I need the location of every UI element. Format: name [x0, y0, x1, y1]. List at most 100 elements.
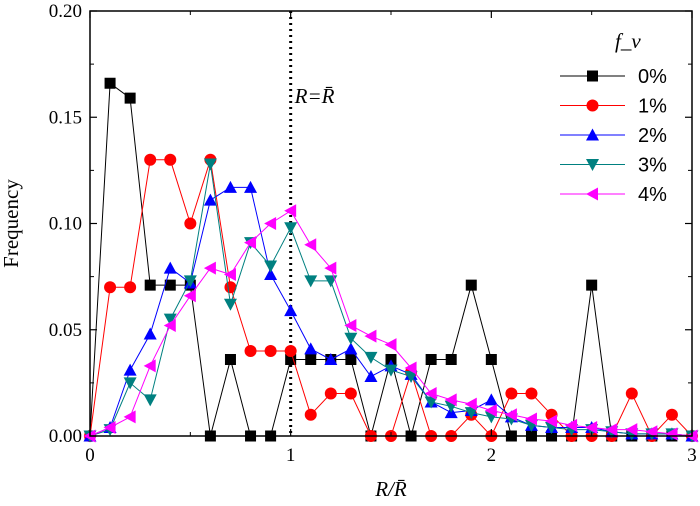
- y-tick-label: 0.15: [49, 107, 82, 128]
- data-point: [585, 421, 598, 434]
- data-point: [364, 370, 378, 382]
- x-tick-label: 3: [687, 445, 697, 466]
- x-tick-label: 1: [286, 445, 296, 466]
- data-point: [665, 408, 678, 421]
- data-point: [183, 289, 196, 303]
- data-point: [264, 217, 277, 230]
- data-point: [223, 298, 237, 311]
- data-point: [104, 281, 117, 294]
- data-point: [424, 396, 438, 409]
- series-line-2: [89, 186, 693, 437]
- series-0: [84, 77, 698, 442]
- data-point: [284, 204, 297, 218]
- data-point: [504, 408, 517, 422]
- legend-title: f_v: [615, 29, 641, 53]
- y-tick-label: 0.05: [49, 320, 82, 341]
- data-point: [384, 338, 397, 352]
- data-point: [123, 410, 136, 424]
- data-point: [364, 329, 377, 343]
- y-tick-label: 0.20: [49, 1, 82, 22]
- legend-label: 3%: [638, 155, 667, 177]
- data-point: [465, 279, 477, 291]
- series-line-0: [89, 82, 692, 438]
- data-point: [344, 387, 357, 400]
- data-point: [424, 387, 437, 400]
- data-point: [304, 238, 317, 252]
- legend-label: 4%: [638, 184, 667, 206]
- data-point: [524, 412, 537, 426]
- data-point: [525, 387, 538, 400]
- data-point: [123, 377, 137, 390]
- data-point: [164, 279, 176, 291]
- data-point: [586, 279, 598, 291]
- data-point: [163, 313, 177, 326]
- data-point: [505, 387, 518, 400]
- data-point: [203, 261, 216, 275]
- reference-line-label: R=R̄: [294, 84, 335, 108]
- data-point: [304, 275, 318, 288]
- x-axis-title: R/R̄: [374, 477, 407, 501]
- data-point: [464, 397, 477, 411]
- data-point: [244, 345, 257, 357]
- data-point: [264, 260, 278, 273]
- series-layer: [83, 77, 699, 443]
- data-point: [183, 275, 197, 288]
- data-point: [324, 353, 338, 365]
- data-point: [324, 387, 337, 400]
- data-point: [625, 387, 638, 400]
- data-point: [104, 77, 116, 89]
- data-point: [485, 354, 497, 365]
- data-point: [304, 342, 318, 355]
- x-tick-label: 2: [487, 445, 497, 466]
- legend-label: 2%: [638, 125, 667, 147]
- legend-label: 0%: [638, 66, 667, 88]
- data-point: [223, 268, 236, 281]
- series-4: [83, 204, 698, 443]
- series-line-4: [89, 210, 693, 437]
- data-point: [144, 153, 157, 166]
- legend-label: 1%: [638, 96, 667, 118]
- legend-marker: [587, 70, 598, 82]
- x-tick-label: 0: [85, 445, 95, 466]
- data-point: [384, 364, 398, 377]
- data-point: [143, 394, 157, 407]
- data-point: [244, 180, 258, 193]
- data-point: [364, 351, 378, 364]
- data-point: [545, 414, 558, 428]
- data-point: [284, 304, 298, 317]
- data-point: [264, 268, 278, 280]
- series-1: [84, 153, 698, 442]
- data-point: [444, 393, 457, 407]
- data-point: [144, 279, 156, 291]
- y-axis-title: Frequency: [0, 179, 23, 268]
- data-point: [203, 158, 217, 171]
- data-point: [344, 342, 358, 355]
- legend-marker: [586, 187, 598, 201]
- series-2: [83, 180, 699, 442]
- data-point: [223, 180, 237, 193]
- data-point: [345, 354, 357, 365]
- data-point: [344, 332, 358, 345]
- data-point: [484, 393, 498, 406]
- data-point: [103, 421, 116, 434]
- legend-marker: [586, 128, 599, 141]
- legend-marker: [586, 99, 599, 112]
- data-point: [565, 418, 578, 432]
- data-point: [284, 345, 297, 357]
- data-point: [425, 354, 437, 365]
- data-point: [464, 407, 478, 420]
- data-point: [404, 371, 418, 383]
- data-point: [304, 408, 317, 421]
- data-point: [143, 327, 157, 340]
- data-point: [605, 423, 618, 437]
- data-point: [123, 363, 137, 376]
- data-point: [143, 359, 156, 373]
- reference-layer: R=R̄: [289, 11, 335, 436]
- data-point: [445, 354, 457, 365]
- data-point: [665, 427, 678, 441]
- series-line-3: [89, 163, 693, 437]
- series-3: [83, 158, 699, 443]
